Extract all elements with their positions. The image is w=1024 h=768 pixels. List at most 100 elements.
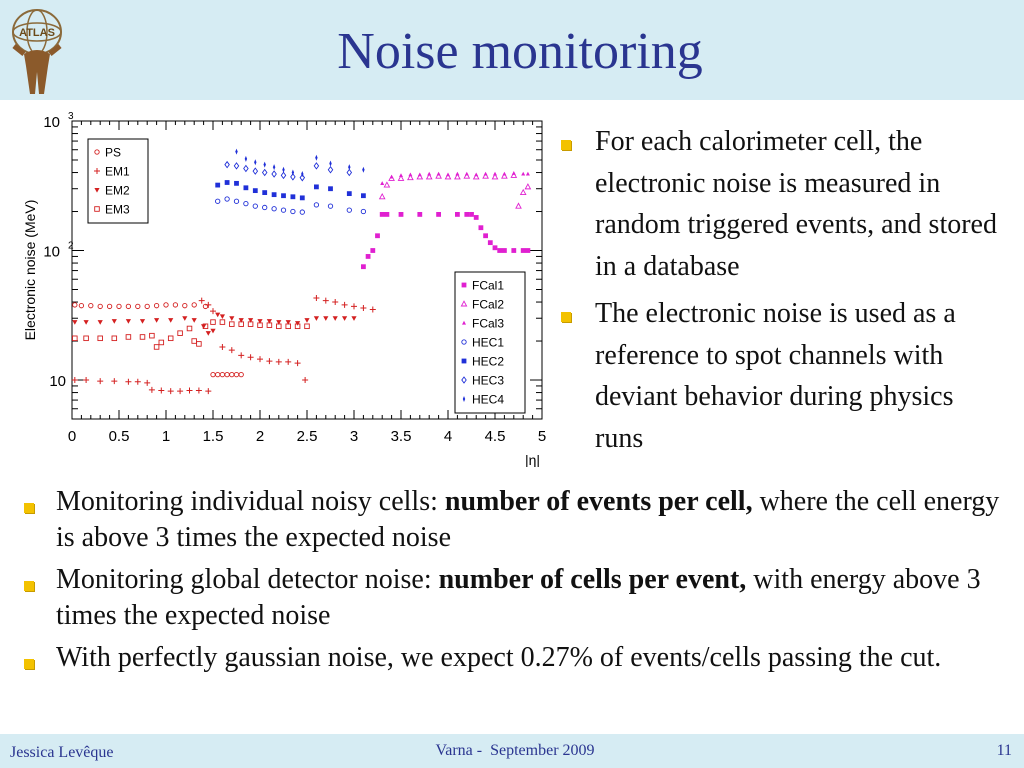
data-point-em2 (304, 318, 310, 323)
x-tick-label: 2.5 (297, 428, 318, 445)
data-point-fcal1 (520, 248, 526, 253)
data-point-hec4 (272, 164, 276, 171)
data-point-fcal2 (524, 183, 532, 190)
data-point-em2 (285, 320, 291, 325)
data-point-em3 (229, 321, 235, 327)
legend-label: FCal1 (472, 279, 504, 293)
data-point-hec2 (243, 185, 249, 191)
data-point-fcal2 (397, 174, 405, 181)
data-point-em3 (125, 334, 132, 340)
data-point-em3 (266, 322, 273, 328)
data-point-hec3 (346, 168, 353, 177)
x-tick-label: 4 (444, 428, 452, 445)
data-point-fcal3 (380, 181, 385, 185)
list-item: With perfectly gaussian noise, we expect… (20, 640, 1010, 676)
data-point-fcal2 (515, 202, 522, 209)
data-point-em1 (332, 299, 339, 306)
x-tick-label: 5 (538, 428, 546, 445)
data-point-ps (72, 302, 78, 308)
series-em2 (72, 312, 357, 336)
data-point-ps (215, 372, 221, 378)
data-point-ps (144, 303, 150, 310)
data-point-hec1 (299, 209, 305, 215)
series-hec2 (215, 180, 366, 201)
data-point-ps (78, 303, 85, 309)
data-point-em3 (97, 335, 103, 342)
data-point-em2 (332, 316, 338, 321)
data-point-fcal2 (472, 173, 480, 180)
data-point-em3 (202, 323, 209, 330)
data-point-fcal2 (425, 173, 433, 180)
data-point-hec1 (290, 208, 296, 215)
x-tick-label: 0.5 (109, 428, 130, 445)
data-point-hec1 (327, 203, 334, 209)
data-point-em1 (285, 358, 292, 365)
data-point-em3 (191, 338, 197, 344)
data-point-em1 (71, 377, 78, 384)
data-point-hec1 (346, 207, 352, 213)
data-point-hec2 (224, 180, 230, 185)
data-point-fcal1 (370, 248, 376, 253)
data-point-fcal2 (454, 173, 461, 180)
data-point-em2 (266, 319, 272, 324)
bullet-text: For each calorimeter cell, the electroni… (595, 126, 997, 282)
data-point-em3 (167, 335, 174, 342)
bullet-text-bold: number of cells per event, (438, 564, 747, 595)
legend-marker (462, 320, 466, 325)
data-point-em2 (83, 320, 89, 325)
data-point-ps (135, 303, 141, 310)
data-point-em1 (205, 388, 212, 395)
data-point-em1 (228, 347, 235, 354)
legend-label: HEC1 (472, 336, 504, 350)
noise-chart: 0 0.5 1 1.5 2 2.5 3 3.5 4 4.5 5 |η| 10 10 2 10 3 Electron… (22, 112, 546, 467)
data-point-hec2 (361, 193, 366, 199)
data-point-em2 (182, 316, 188, 321)
bullet-text-plain: Monitoring global detector noise: (56, 564, 439, 595)
data-point-fcal3 (408, 172, 413, 177)
series-fcal3 (380, 171, 530, 185)
data-point-em3 (247, 321, 254, 327)
legend-marker (94, 188, 100, 193)
slide-header: ATLAS Noise monitoring (0, 0, 1024, 100)
data-point-em2 (295, 321, 301, 326)
data-point-em3 (210, 319, 216, 325)
series-em1 (71, 294, 376, 395)
data-point-fcal1 (497, 248, 503, 253)
data-point-fcal1 (473, 215, 479, 220)
data-point-fcal1 (375, 233, 380, 239)
data-point-hec4 (244, 155, 248, 162)
data-point-em2 (205, 331, 211, 336)
data-point-fcal2 (501, 172, 508, 179)
data-point-em2 (125, 319, 131, 324)
data-point-hec2 (299, 195, 305, 201)
data-point-hec2 (314, 184, 319, 190)
data-point-fcal3 (389, 174, 394, 179)
data-point-fcal1 (417, 212, 423, 217)
data-point-em1 (257, 356, 263, 363)
legend-label: FCal3 (472, 317, 504, 331)
data-point-em3 (219, 319, 226, 325)
data-point-fcal1 (464, 212, 470, 217)
data-point-hec1 (313, 202, 320, 208)
data-point-em2 (154, 318, 160, 323)
data-point-em1 (294, 360, 301, 367)
data-point-hec3 (261, 168, 268, 177)
data-point-fcal2 (491, 173, 499, 180)
data-point-em2 (97, 320, 103, 325)
right-bullet-list: For each calorimeter cell, the electroni… (560, 121, 1005, 459)
data-point-hec3 (313, 162, 320, 170)
data-point-hec3 (233, 162, 240, 170)
bullet-text-plain: With perfectly gaussian noise, we expect… (56, 642, 942, 673)
data-point-fcal3 (436, 171, 441, 176)
y-tick-label: 10 (43, 114, 60, 131)
data-point-em3 (139, 334, 146, 340)
data-point-fcal2 (416, 173, 424, 180)
x-tick-label: 4.5 (485, 428, 506, 445)
data-point-ps (238, 372, 244, 378)
data-point-ps (224, 372, 230, 378)
data-point-em2 (248, 318, 254, 323)
data-point-ps (219, 372, 226, 378)
legend-label: HEC4 (472, 393, 504, 407)
data-point-fcal3 (427, 171, 432, 176)
data-point-em3 (177, 330, 183, 336)
